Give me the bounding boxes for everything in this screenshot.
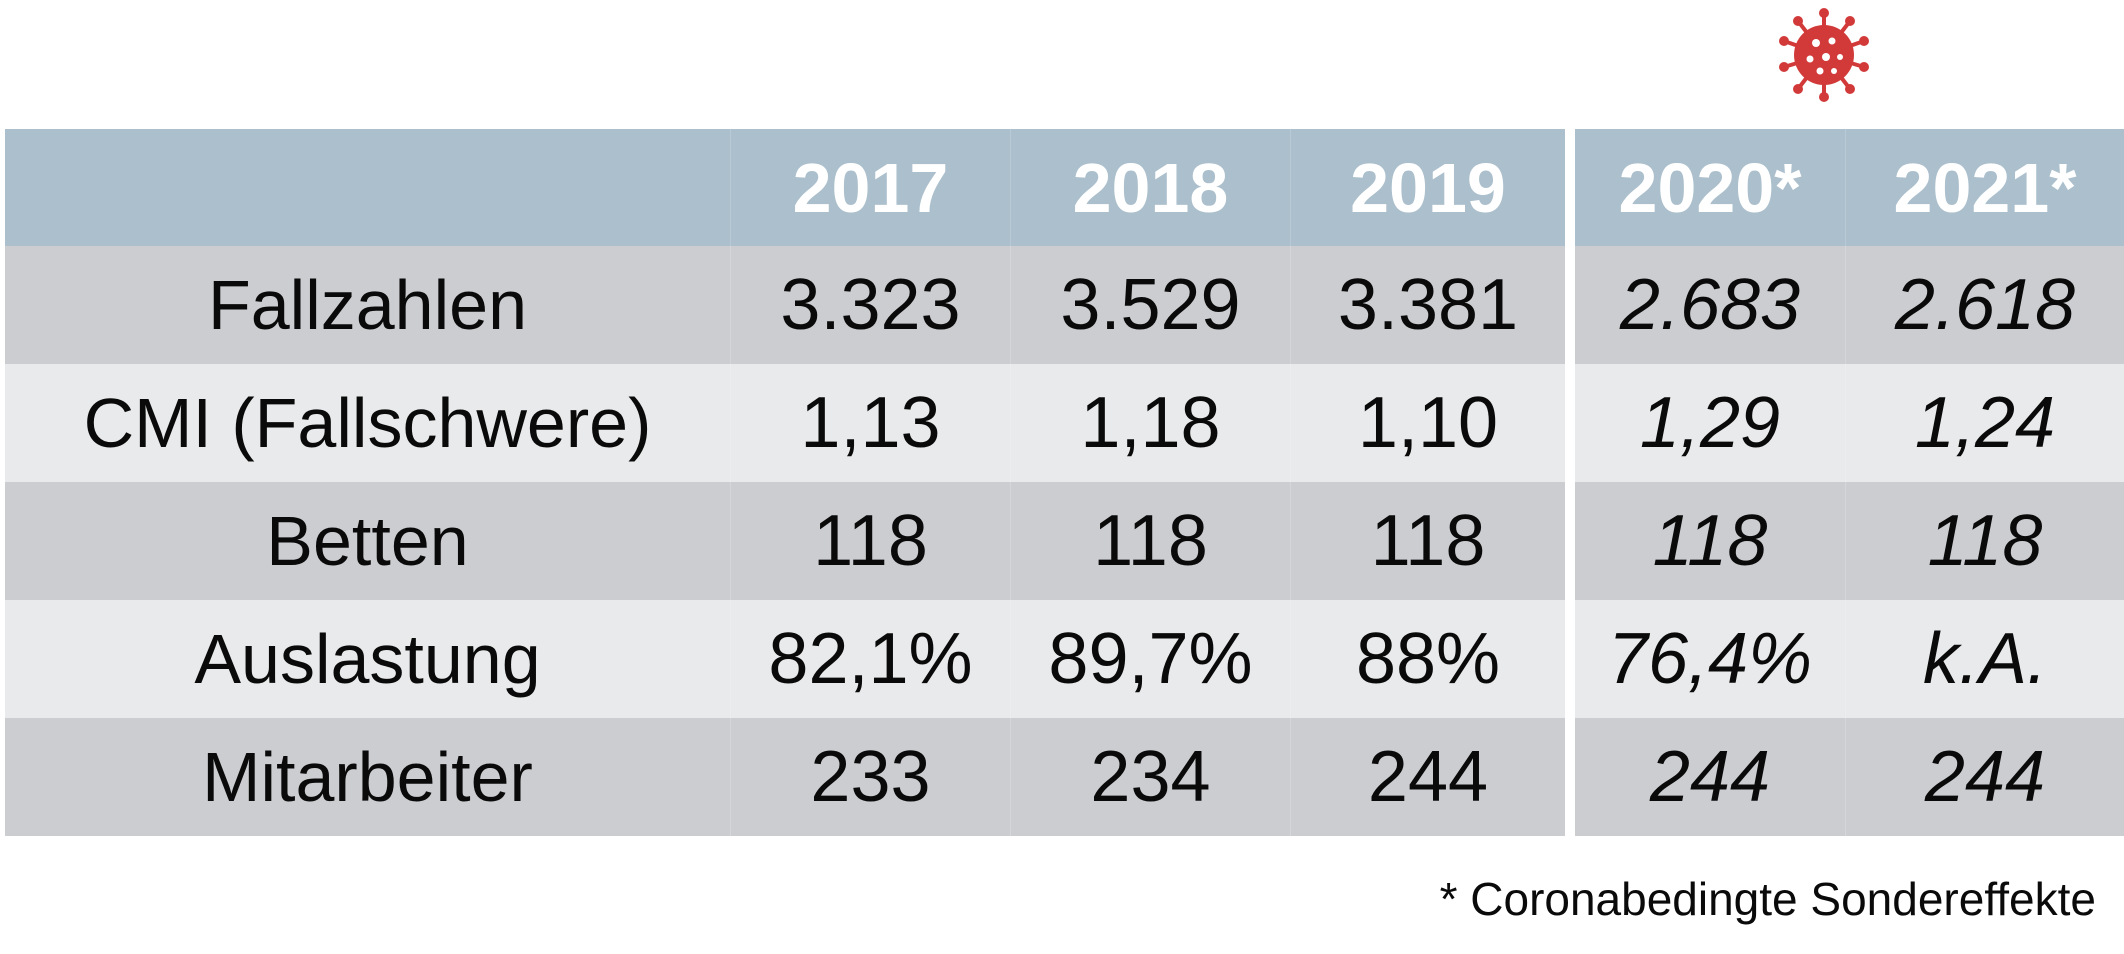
- header-year-2018: 2018: [1010, 129, 1290, 246]
- header-year-2019: 2019: [1290, 129, 1565, 246]
- table-cell: 3.529: [1010, 246, 1290, 364]
- header-year-2021: 2021*: [1845, 129, 2124, 246]
- footnote: * Coronabedingte Sondereffekte: [1439, 873, 2096, 925]
- table-row: CMI (Fallschwere) 1,13 1,18 1,10 1,29 1,…: [5, 364, 2124, 482]
- row-label: Auslastung: [5, 600, 730, 718]
- header-year-2020: 2020*: [1565, 129, 1845, 246]
- table-cell: 1,29: [1565, 364, 1845, 482]
- table-cell: 82,1%: [730, 600, 1010, 718]
- statistics-table: 2017 2018 2019 2020* 2021* Fallzahlen 3.…: [5, 129, 2124, 836]
- row-label: CMI (Fallschwere): [5, 364, 730, 482]
- header-row: 2017 2018 2019 2020* 2021*: [5, 129, 2124, 246]
- table-cell: 244: [1290, 718, 1565, 836]
- table-cell: 118: [1010, 482, 1290, 600]
- table-cell: 1,18: [1010, 364, 1290, 482]
- row-label: Mitarbeiter: [5, 718, 730, 836]
- table-cell: 88%: [1290, 600, 1565, 718]
- row-label: Fallzahlen: [5, 246, 730, 364]
- table-cell: 118: [730, 482, 1010, 600]
- header-empty: [5, 129, 730, 246]
- table-cell: 118: [1565, 482, 1845, 600]
- header-year-2017: 2017: [730, 129, 1010, 246]
- table-cell: 244: [1845, 718, 2124, 836]
- table-cell: 89,7%: [1010, 600, 1290, 718]
- table-cell: 2.683: [1565, 246, 1845, 364]
- row-label: Betten: [5, 482, 730, 600]
- table-row: Mitarbeiter 233 234 244 244 244: [5, 718, 2124, 836]
- table-cell: 2.618: [1845, 246, 2124, 364]
- table-cell: k.A.: [1845, 600, 2124, 718]
- table-cell: 76,4%: [1565, 600, 1845, 718]
- table-cell: 3.323: [730, 246, 1010, 364]
- table-cell: 118: [1290, 482, 1565, 600]
- table-row: Fallzahlen 3.323 3.529 3.381 2.683 2.618: [5, 246, 2124, 364]
- coronavirus-icon: [1779, 8, 1869, 102]
- table-cell: 1,10: [1290, 364, 1565, 482]
- table-cell: 3.381: [1290, 246, 1565, 364]
- table-cell: 118: [1845, 482, 2124, 600]
- table-cell: 244: [1565, 718, 1845, 836]
- table-cell: 233: [730, 718, 1010, 836]
- table-cell: 1,13: [730, 364, 1010, 482]
- table-row: Auslastung 82,1% 89,7% 88% 76,4% k.A.: [5, 600, 2124, 718]
- table-row: Betten 118 118 118 118 118: [5, 482, 2124, 600]
- table-cell: 234: [1010, 718, 1290, 836]
- table-cell: 1,24: [1845, 364, 2124, 482]
